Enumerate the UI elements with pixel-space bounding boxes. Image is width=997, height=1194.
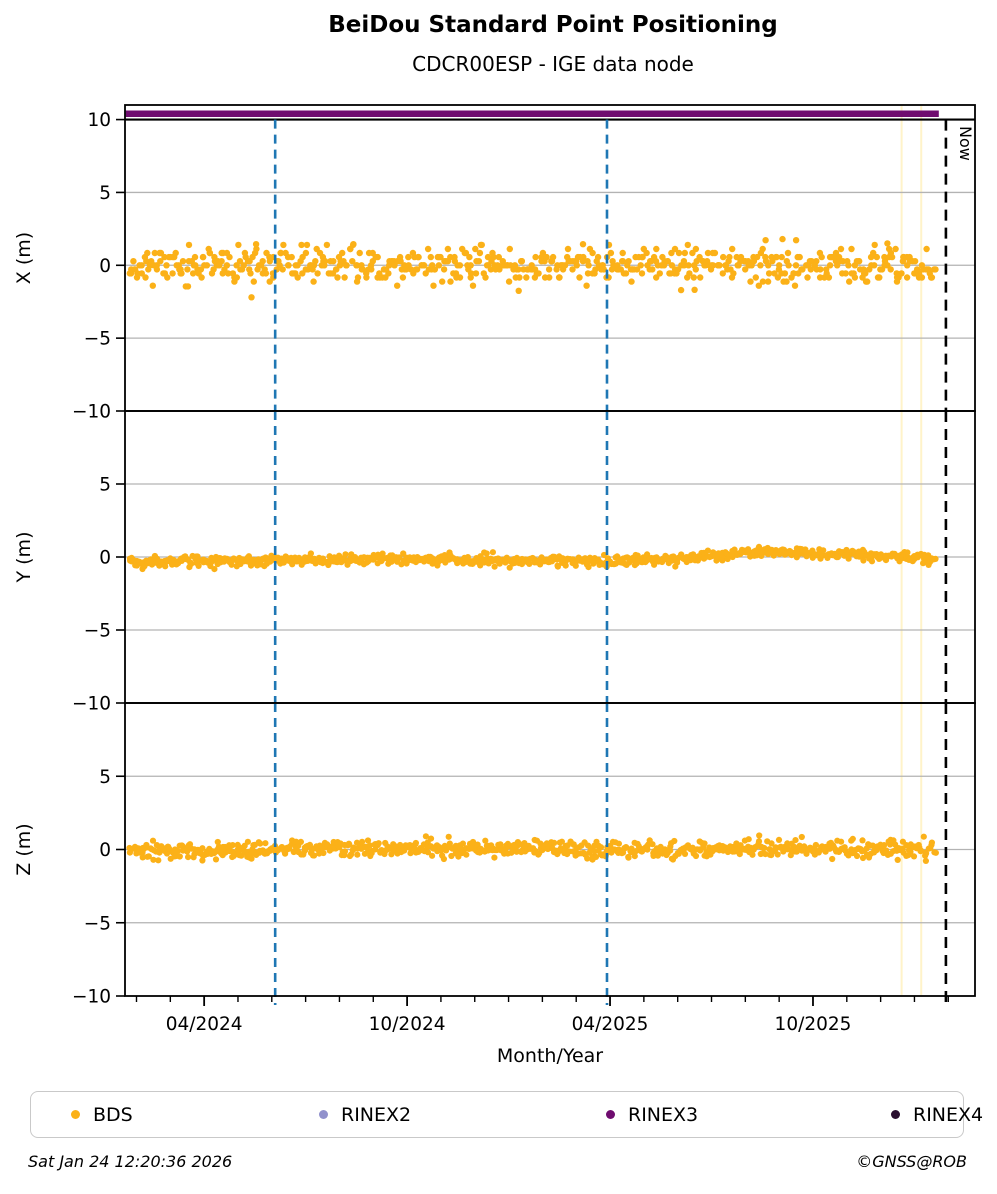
scatter-series-bds (126, 235, 939, 301)
y-axis-label: Y (m) (13, 532, 35, 584)
legend-label-rinex2: RINEX2 (341, 1103, 412, 1126)
y-tick-label: −10 (72, 402, 111, 423)
y-axis-label: Z (m) (13, 823, 35, 875)
y-tick-label: 10 (87, 110, 111, 131)
y-tick-label: 5 (99, 183, 111, 204)
x-tick-label: 10/2024 (369, 1014, 446, 1035)
x-tick-label: 04/2024 (166, 1014, 243, 1035)
legend-label-rinex3: RINEX3 (628, 1103, 699, 1126)
x-tick-label: 04/2025 (572, 1014, 649, 1035)
legend-label-bds: BDS (93, 1103, 133, 1126)
y-tick-label: −5 (84, 329, 111, 350)
scatter-series-bds (126, 543, 939, 573)
now-label: Now (956, 126, 975, 161)
y-axis-label: X (m) (13, 232, 35, 284)
chart-svg: 10 5 0 −5 −10 X (m) 5 0 −5 −10 Y (m) 5 0 −5 −10 Z (m) 04… (13, 104, 976, 1067)
scatter-series-bds (126, 832, 940, 865)
y-tick-label: −5 (84, 913, 111, 934)
legend-label-rinex4: RINEX4 (913, 1103, 984, 1126)
rinex3-marker-icon (606, 1110, 615, 1119)
x-axis-label: Month/Year (497, 1045, 603, 1067)
plot-timestamp: Sat Jan 24 12:20:36 2026 (28, 1152, 233, 1171)
chart-title: BeiDou Standard Point Positioning (328, 12, 778, 38)
y-tick-label: 0 (99, 256, 111, 277)
chart-subtitle: CDCR00ESP - IGE data node (412, 52, 694, 76)
y-tick-label: −10 (72, 694, 111, 715)
legend-item-rinex4: RINEX4 (891, 1092, 983, 1137)
y-tick-label: 5 (99, 475, 111, 496)
y-tick-label: −10 (72, 987, 111, 1008)
legend-item-rinex3: RINEX3 (606, 1092, 698, 1137)
y-tick-label: −5 (84, 621, 111, 642)
x-tick-label: 10/2025 (775, 1014, 852, 1035)
y-tick-label: 0 (99, 548, 111, 569)
legend-item-bds: BDS (71, 1092, 133, 1137)
subplot-z: 5 0 −5 −10 Z (m) (13, 702, 976, 1008)
credit-text: ©GNSS@ROB (856, 1152, 967, 1171)
x-axis: 04/2024 10/2024 04/2025 10/2025 Month/Year (135, 996, 949, 1067)
legend-box: BDS RINEX2 RINEX3 RINEX4 (30, 1091, 983, 1138)
subplot-x: 10 5 0 −5 −10 X (m) (13, 104, 976, 423)
rinex4-marker-icon (891, 1110, 900, 1119)
y-tick-label: 0 (99, 840, 111, 861)
subplot-y: 5 0 −5 −10 Y (m) (13, 410, 976, 715)
bds-marker-icon (71, 1110, 80, 1119)
rinex2-marker-icon (319, 1110, 328, 1119)
y-tick-label: 5 (99, 767, 111, 788)
legend-item-rinex2: RINEX2 (319, 1092, 411, 1137)
